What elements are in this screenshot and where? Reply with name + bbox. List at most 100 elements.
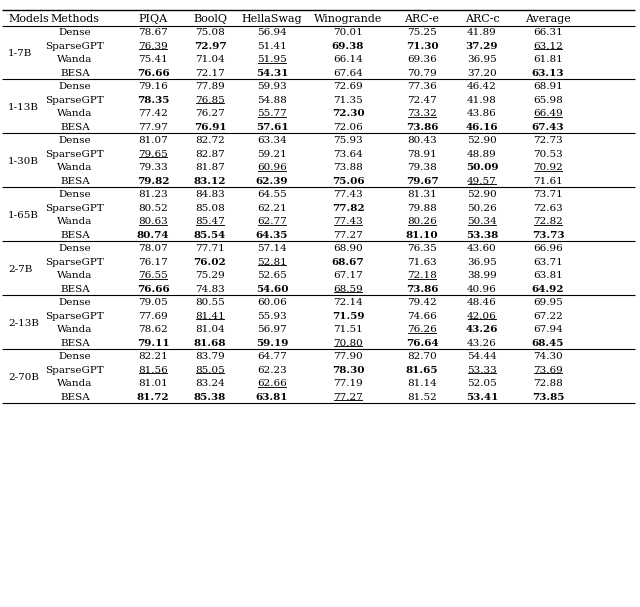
Text: 80.74: 80.74	[137, 231, 169, 240]
Text: 66.96: 66.96	[533, 244, 563, 253]
Text: 81.68: 81.68	[194, 339, 227, 348]
Text: 75.93: 75.93	[333, 136, 363, 145]
Text: 54.88: 54.88	[257, 96, 287, 105]
Text: Dense: Dense	[59, 298, 92, 307]
Text: 73.69: 73.69	[533, 366, 563, 375]
Text: 75.08: 75.08	[195, 29, 225, 37]
Text: 77.43: 77.43	[333, 190, 363, 199]
Text: BESA: BESA	[60, 393, 90, 402]
Text: 77.42: 77.42	[138, 109, 168, 118]
Text: 81.04: 81.04	[195, 325, 225, 334]
Text: BESA: BESA	[60, 339, 90, 348]
Text: HellaSwag: HellaSwag	[242, 13, 302, 24]
Text: 80.43: 80.43	[407, 136, 437, 145]
Text: 84.83: 84.83	[195, 190, 225, 199]
Text: 81.87: 81.87	[195, 163, 225, 172]
Text: 79.33: 79.33	[138, 163, 168, 172]
Text: 57.14: 57.14	[257, 244, 287, 253]
Text: 73.64: 73.64	[333, 150, 363, 159]
Text: 63.81: 63.81	[256, 393, 288, 402]
Text: 77.97: 77.97	[138, 123, 168, 132]
Text: 81.14: 81.14	[407, 379, 437, 388]
Text: 64.92: 64.92	[532, 285, 564, 294]
Text: 51.41: 51.41	[257, 42, 287, 51]
Text: ARC-e: ARC-e	[404, 13, 440, 24]
Text: 73.88: 73.88	[333, 163, 363, 172]
Text: 72.73: 72.73	[533, 136, 563, 145]
Text: BESA: BESA	[60, 69, 90, 78]
Text: 71.61: 71.61	[533, 177, 563, 186]
Text: 71.51: 71.51	[333, 325, 363, 334]
Text: 1-7B: 1-7B	[8, 49, 33, 58]
Text: 78.62: 78.62	[138, 325, 168, 334]
Text: 69.38: 69.38	[332, 42, 364, 51]
Text: 79.42: 79.42	[407, 298, 437, 307]
Text: 74.83: 74.83	[195, 285, 225, 294]
Text: 53.41: 53.41	[466, 393, 498, 402]
Text: 77.43: 77.43	[333, 217, 363, 226]
Text: 79.67: 79.67	[406, 177, 438, 186]
Text: 71.35: 71.35	[333, 96, 363, 105]
Text: 36.95: 36.95	[467, 55, 497, 64]
Text: 36.95: 36.95	[467, 258, 497, 266]
Text: 76.26: 76.26	[407, 325, 437, 334]
Text: 41.89: 41.89	[467, 29, 497, 37]
Text: 79.88: 79.88	[407, 204, 437, 212]
Text: 2-13B: 2-13B	[8, 319, 39, 328]
Text: 76.39: 76.39	[138, 42, 168, 51]
Text: 69.36: 69.36	[407, 55, 437, 64]
Text: 62.23: 62.23	[257, 366, 287, 375]
Text: 67.22: 67.22	[533, 312, 563, 320]
Text: Wanda: Wanda	[58, 271, 93, 280]
Text: 67.43: 67.43	[532, 123, 564, 132]
Text: 37.20: 37.20	[467, 69, 497, 78]
Text: Wanda: Wanda	[58, 55, 93, 64]
Text: 85.08: 85.08	[195, 204, 225, 212]
Text: 79.38: 79.38	[407, 163, 437, 172]
Text: 72.14: 72.14	[333, 298, 363, 307]
Text: 79.16: 79.16	[138, 83, 168, 91]
Text: 85.38: 85.38	[194, 393, 226, 402]
Text: 2-7B: 2-7B	[8, 265, 33, 274]
Text: SparseGPT: SparseGPT	[45, 366, 104, 375]
Text: 70.01: 70.01	[333, 29, 363, 37]
Text: BESA: BESA	[60, 231, 90, 240]
Text: SparseGPT: SparseGPT	[45, 150, 104, 159]
Text: SparseGPT: SparseGPT	[45, 42, 104, 51]
Text: 52.65: 52.65	[257, 271, 287, 280]
Text: 76.85: 76.85	[195, 96, 225, 105]
Text: 73.86: 73.86	[406, 285, 438, 294]
Text: 73.85: 73.85	[532, 393, 564, 402]
Text: 74.30: 74.30	[533, 352, 563, 361]
Text: 82.70: 82.70	[407, 352, 437, 361]
Text: 50.09: 50.09	[466, 163, 499, 172]
Text: 67.17: 67.17	[333, 271, 363, 280]
Text: 80.26: 80.26	[407, 217, 437, 226]
Text: SparseGPT: SparseGPT	[45, 312, 104, 320]
Text: 60.96: 60.96	[257, 163, 287, 172]
Text: 37.29: 37.29	[466, 42, 499, 51]
Text: 76.91: 76.91	[194, 123, 227, 132]
Text: 71.59: 71.59	[332, 312, 364, 320]
Text: 85.54: 85.54	[194, 231, 226, 240]
Text: 77.71: 77.71	[195, 244, 225, 253]
Text: 66.49: 66.49	[533, 109, 563, 118]
Text: 63.13: 63.13	[532, 69, 564, 78]
Text: 62.66: 62.66	[257, 379, 287, 388]
Text: 71.04: 71.04	[195, 55, 225, 64]
Text: 72.82: 72.82	[533, 217, 563, 226]
Text: 63.71: 63.71	[533, 258, 563, 266]
Text: 50.34: 50.34	[467, 217, 497, 226]
Text: 54.60: 54.60	[256, 285, 288, 294]
Text: 80.52: 80.52	[138, 204, 168, 212]
Text: 79.82: 79.82	[137, 177, 169, 186]
Text: 41.98: 41.98	[467, 96, 497, 105]
Text: 73.73: 73.73	[532, 231, 564, 240]
Text: 81.52: 81.52	[407, 393, 437, 402]
Text: 68.59: 68.59	[333, 285, 363, 294]
Text: 76.17: 76.17	[138, 258, 168, 266]
Text: Wanda: Wanda	[58, 163, 93, 172]
Text: 66.31: 66.31	[533, 29, 563, 37]
Text: 81.56: 81.56	[138, 366, 168, 375]
Text: 75.25: 75.25	[407, 29, 437, 37]
